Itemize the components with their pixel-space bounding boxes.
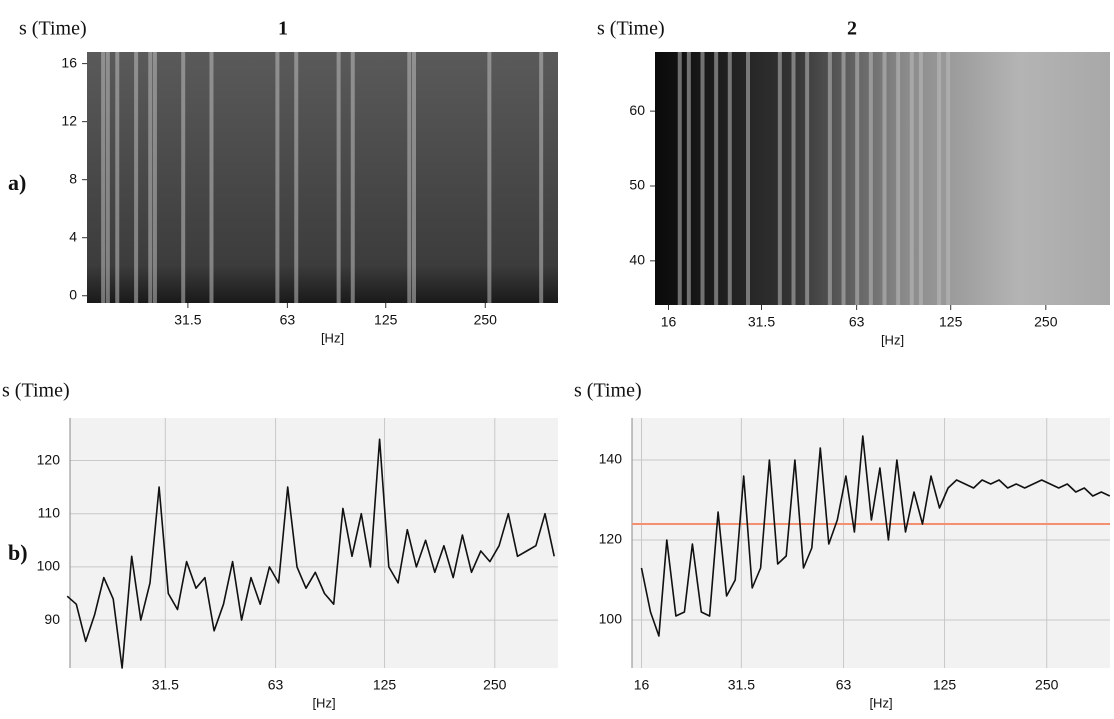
spectrogram-band — [134, 52, 139, 303]
spectrogram-band — [882, 52, 887, 305]
spectrogram-band — [336, 52, 341, 303]
spectrogram-band — [686, 52, 691, 305]
x-tick-label: 31.5 — [728, 677, 755, 693]
plot-background — [632, 418, 1110, 668]
spectrogram-band — [855, 52, 860, 305]
spectrogram-band — [714, 52, 719, 305]
y-tick-label: 110 — [38, 504, 61, 520]
spectrogram-band — [868, 52, 873, 305]
x-tick-label: 31.5 — [152, 677, 179, 693]
x-tick-label: 31.5 — [748, 314, 775, 330]
x-tick-label: 250 — [1034, 314, 1058, 330]
data-line — [640, 435, 1111, 637]
spectrogram-band — [411, 52, 416, 303]
y-axis-label: s (Time) — [2, 380, 70, 402]
spectrogram-image — [87, 52, 558, 303]
y-tick-label: 140 — [599, 451, 623, 467]
spectrogram-band — [791, 52, 796, 305]
x-tick-label: 250 — [483, 677, 507, 693]
spectrogram-band — [101, 52, 106, 303]
y-tick-label: 4 — [69, 228, 77, 244]
y-tick-label: 12 — [61, 112, 77, 128]
spectrogram-band — [777, 52, 782, 305]
x-tick-label: 250 — [1035, 677, 1059, 693]
spectrogram-band — [152, 52, 157, 303]
x-tick-label: 31.5 — [174, 312, 201, 328]
spectrogram-band — [407, 52, 412, 303]
spectrogram-band — [700, 52, 705, 305]
spectrogram-band — [209, 52, 214, 303]
y-axis-label: s (Time) — [597, 18, 665, 40]
y-tick-label: 40 — [629, 252, 645, 268]
spectrogram-band — [746, 52, 750, 305]
x-axis-label: [Hz] — [881, 332, 904, 347]
spectrogram-band — [539, 52, 544, 303]
spectrogram-band — [937, 52, 942, 305]
x-tick-label: 63 — [836, 677, 852, 693]
spectrogram-band — [909, 52, 914, 305]
x-tick-label: 16 — [661, 314, 677, 330]
spectrogram-band — [918, 52, 923, 305]
y-tick-label: 120 — [37, 451, 61, 467]
spectrogram-band — [350, 52, 355, 303]
spectrogram-band — [181, 52, 186, 303]
y-tick-label: 100 — [599, 611, 623, 627]
data-line — [66, 438, 555, 669]
x-tick-label: 16 — [634, 677, 650, 693]
x-axis-label: [Hz] — [312, 695, 335, 710]
chart-title: 1 — [278, 18, 288, 40]
y-axis-label: s (Time) — [574, 380, 642, 402]
spectrogram-band — [148, 52, 153, 303]
x-tick-label: 125 — [374, 312, 398, 328]
spectrogram-band — [946, 52, 951, 305]
x-tick-label: 63 — [268, 677, 284, 693]
spectrogram-band — [677, 52, 682, 305]
x-tick-label: 63 — [280, 312, 296, 328]
x-axis-label: [Hz] — [321, 330, 344, 345]
spectrogram-band — [294, 52, 299, 303]
x-tick-label: 125 — [373, 677, 397, 693]
spectrogram-band — [275, 52, 280, 303]
row-label: a) — [8, 170, 26, 195]
y-tick-label: 16 — [61, 54, 77, 70]
spectrogram-band — [727, 52, 732, 305]
x-tick-label: 125 — [939, 314, 963, 330]
x-tick-label: 250 — [474, 312, 498, 328]
row-label: b) — [8, 540, 28, 565]
x-tick-label: 125 — [933, 677, 957, 693]
spectrogram-band — [827, 52, 832, 305]
y-tick-label: 100 — [37, 558, 61, 574]
spectrogram-band — [105, 52, 110, 303]
y-tick-label: 90 — [44, 611, 60, 627]
y-axis-label: s (Time) — [19, 18, 87, 40]
spectrogram-band — [805, 52, 810, 305]
chart-title: 2 — [847, 18, 857, 40]
y-tick-label: 50 — [629, 177, 645, 193]
spectrogram-band — [487, 52, 492, 303]
x-tick-label: 63 — [849, 314, 865, 330]
spectrogram-band — [841, 52, 846, 305]
spectrogram-band — [115, 52, 120, 303]
y-tick-label: 120 — [599, 531, 623, 547]
spectrogram-band — [896, 52, 901, 305]
y-tick-label: 0 — [69, 286, 77, 302]
x-axis-label: [Hz] — [869, 695, 892, 710]
y-tick-label: 60 — [629, 102, 645, 118]
plot-background — [70, 418, 558, 668]
y-tick-label: 8 — [69, 170, 77, 186]
